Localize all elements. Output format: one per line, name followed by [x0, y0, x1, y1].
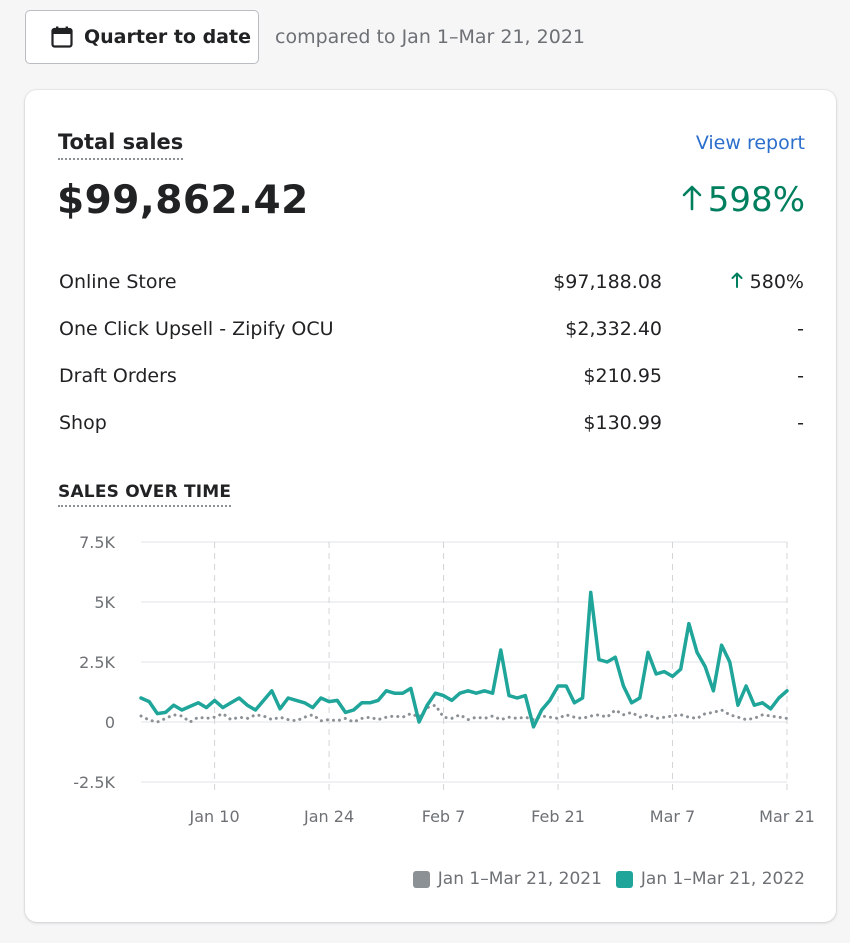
legend-label-current: Jan 1–Mar 21, 2022	[640, 869, 805, 889]
y-tick-label: 2.5K	[79, 653, 115, 672]
breakdown-row: One Click Upsell - Zipify OCU $2,332.40 …	[59, 318, 804, 365]
legend-item-previous[interactable]: Jan 1–Mar 21, 2021	[412, 869, 602, 889]
breakdown-row: Online Store $97,188.08 580%	[59, 271, 804, 318]
row-amount: $210.95	[583, 365, 662, 387]
total-sales-card: Total sales View report $99,862.42 598% …	[25, 90, 836, 922]
sales-over-time-chart[interactable]: 7.5K 5K 2.5K 0 -2.5K Jan 10 Jan 24 Feb 7 Feb 21 M…	[25, 510, 836, 855]
row-change: -	[797, 365, 804, 387]
legend-swatch-previous	[412, 870, 430, 888]
breakdown-row: Draft Orders $210.95 -	[59, 365, 804, 412]
sales-breakdown: Online Store $97,188.08 580% One Click U…	[59, 271, 804, 459]
row-channel-name: One Click Upsell - Zipify OCU	[59, 318, 334, 340]
x-tick-label: Feb 21	[531, 807, 585, 826]
row-channel-name: Draft Orders	[59, 365, 177, 387]
view-report-link[interactable]: View report	[695, 132, 805, 154]
y-tick-label: 5K	[94, 593, 115, 612]
arrow-up-icon	[731, 271, 743, 293]
row-change: -	[797, 318, 804, 340]
legend-item-current[interactable]: Jan 1–Mar 21, 2022	[615, 869, 805, 889]
calendar-icon	[50, 25, 74, 49]
date-range-button[interactable]: Quarter to date	[25, 10, 259, 64]
chart-legend: Jan 1–Mar 21, 2021 Jan 1–Mar 21, 2022	[412, 869, 805, 889]
y-tick-label: 0	[105, 713, 115, 732]
series-line-previous	[139, 703, 789, 724]
row-channel-name: Online Store	[59, 271, 177, 293]
series-line-current	[139, 590, 789, 729]
x-tick-label: Mar 7	[650, 807, 695, 826]
row-change: -	[797, 412, 804, 434]
total-change-percent: 598%	[707, 180, 805, 220]
breakdown-row: Shop $130.99 -	[59, 412, 804, 459]
row-amount: $2,332.40	[565, 318, 662, 340]
legend-label-previous: Jan 1–Mar 21, 2021	[437, 869, 602, 889]
comparison-period-text: compared to Jan 1–Mar 21, 2021	[275, 26, 585, 48]
row-amount: $97,188.08	[553, 271, 662, 293]
date-range-label: Quarter to date	[84, 26, 251, 48]
row-change-percent: 580%	[749, 271, 804, 293]
x-tick-label: Jan 10	[189, 807, 240, 826]
arrow-up-icon	[682, 180, 702, 220]
legend-swatch-current	[615, 870, 633, 888]
x-tick-label: Feb 7	[422, 807, 466, 826]
y-tick-label: -2.5K	[73, 773, 115, 792]
total-change: 598%	[682, 180, 805, 220]
total-sales-value: $99,862.42	[57, 178, 309, 223]
card-title[interactable]: Total sales	[58, 130, 184, 160]
row-channel-name: Shop	[59, 412, 107, 434]
row-change: 580%	[731, 271, 804, 293]
sales-over-time-title[interactable]: SALES OVER TIME	[58, 482, 232, 507]
y-tick-label: 7.5K	[79, 533, 115, 552]
x-tick-label: Mar 21	[759, 807, 815, 826]
x-tick-label: Jan 24	[303, 807, 354, 826]
row-amount: $130.99	[583, 412, 662, 434]
